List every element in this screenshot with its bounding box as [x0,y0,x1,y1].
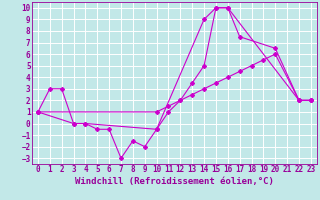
X-axis label: Windchill (Refroidissement éolien,°C): Windchill (Refroidissement éolien,°C) [75,177,274,186]
